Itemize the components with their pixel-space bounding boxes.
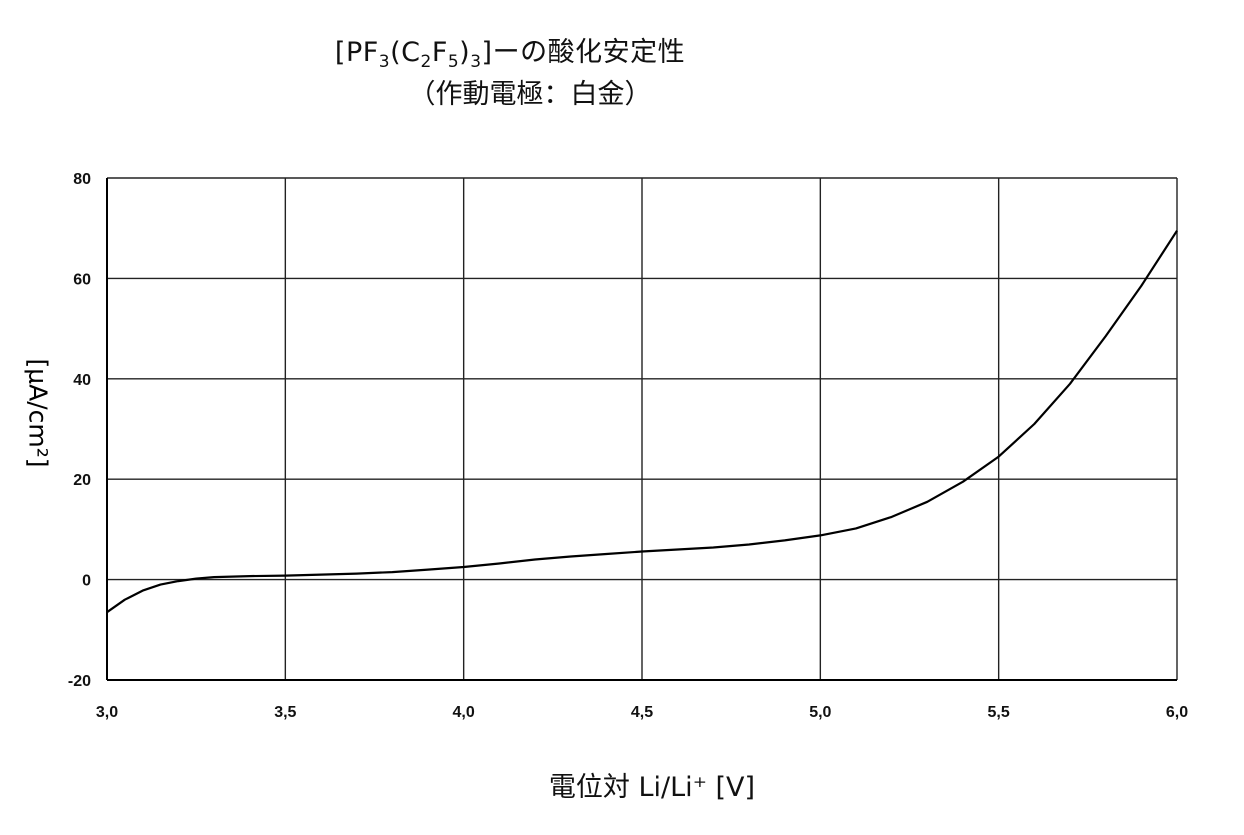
x-tick-label: 3,5 (274, 704, 296, 721)
grid (106, 177, 1178, 681)
series (106, 230, 1178, 614)
series-line (106, 230, 1178, 614)
axes (106, 178, 1177, 681)
y-axis-label: [μA/cm²] (23, 358, 53, 468)
y-tick-label: 20 (73, 472, 91, 489)
x-tick-label: 5,5 (988, 704, 1010, 721)
x-tick-label: 6,0 (1166, 704, 1188, 721)
y-tick-label: 80 (73, 171, 91, 188)
y-tick-label: -20 (68, 673, 91, 690)
x-tick-label: 4,0 (453, 704, 475, 721)
y-tick-label: 0 (82, 573, 91, 590)
y-tick-label: 40 (73, 372, 91, 389)
x-tick-label: 3,0 (96, 704, 118, 721)
chart-title-line2: （作動電極：白金） (408, 79, 652, 110)
y-axis-label-box: [μA/cm²] (23, 318, 53, 508)
y-tick-label: 60 (73, 271, 91, 288)
chart-title-line1: [PF3(C2F5)3]ーの酸化安定性 (334, 37, 686, 72)
ticks: 3,0 3,5 4,0 4,5 5,0 5,5 6,0 -20 0 20 40 60 80 (68, 171, 1188, 721)
x-axis-label: 電位対 Li/Li⁺ [V] (548, 772, 756, 803)
x-tick-label: 4,5 (631, 704, 653, 721)
x-tick-label: 5,0 (809, 704, 831, 721)
